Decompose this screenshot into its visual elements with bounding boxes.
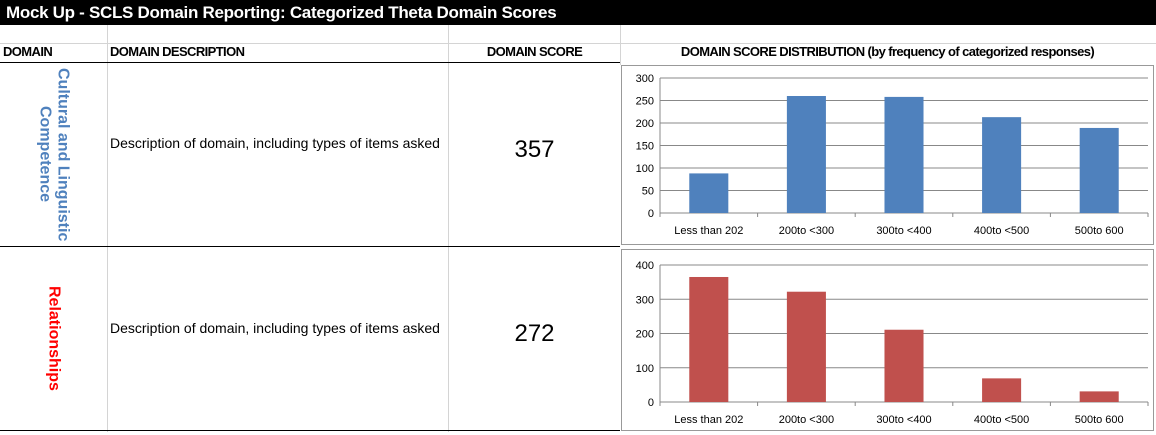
distribution-chart-relationships: 0 100 200 300 400 Less than 202 200to <300 300t… — [621, 249, 1154, 431]
bar — [884, 329, 924, 402]
x-tick-label: 300to <400 — [876, 414, 931, 426]
page-title: Mock Up - SCLS Domain Reporting: Categor… — [0, 0, 1156, 25]
bar — [786, 291, 826, 402]
y-tick-label: 150 — [636, 141, 654, 153]
y-tick-label: 100 — [636, 163, 654, 175]
grid-line — [448, 25, 449, 432]
x-tick-label: Less than 202 — [674, 225, 743, 237]
bar — [982, 378, 1022, 402]
x-tick-label: 400to <500 — [974, 414, 1029, 426]
x-tick-label: 500to 600 — [1075, 225, 1124, 237]
x-tick-label: 200to <300 — [779, 225, 834, 237]
bar — [1079, 391, 1119, 402]
y-tick-label: 250 — [636, 96, 654, 108]
domain-score: 357 — [514, 136, 555, 163]
bar — [689, 276, 729, 402]
x-tick-label: 300to <400 — [876, 225, 931, 237]
bar — [982, 117, 1022, 213]
x-tick-label: Less than 202 — [674, 414, 743, 426]
bar — [1079, 127, 1119, 213]
y-tick-label: 0 — [648, 208, 654, 220]
row-divider — [0, 246, 620, 247]
y-tick-label: 200 — [636, 329, 654, 341]
y-tick-label: 300 — [636, 73, 654, 85]
bar — [884, 96, 924, 213]
domain-description: Description of domain, including types o… — [110, 135, 440, 151]
domain-label-cultural: Cultural and Linguistic Competence — [36, 67, 72, 242]
grid-line — [620, 25, 621, 65]
domain-score: 272 — [514, 320, 555, 347]
grid-line — [107, 25, 108, 432]
domain-label-relationships: Relationships — [45, 286, 63, 391]
y-tick-label: 50 — [642, 186, 654, 198]
y-tick-label: 400 — [636, 260, 654, 272]
x-tick-label: 200to <300 — [779, 414, 834, 426]
row-divider — [0, 430, 620, 431]
header-domain: DOMAIN — [3, 44, 53, 59]
domain-description: Description of domain, including types o… — [110, 320, 440, 336]
y-tick-label: 200 — [636, 118, 654, 130]
header-description: DOMAIN DESCRIPTION — [110, 44, 245, 59]
grid-line — [0, 43, 1156, 44]
y-tick-label: 300 — [636, 294, 654, 306]
header-distribution: DOMAIN SCORE DISTRIBUTION (by frequency … — [680, 44, 1095, 59]
header-score: DOMAIN SCORE — [486, 44, 583, 59]
y-tick-label: 100 — [636, 363, 654, 375]
x-tick-label: 400to <500 — [974, 225, 1029, 237]
bar — [689, 173, 729, 213]
bar — [786, 96, 826, 213]
x-tick-label: 500to 600 — [1075, 414, 1124, 426]
distribution-chart-cultural: 0 50 100 150 200 250 300 Less than 202 200to <30… — [621, 65, 1154, 245]
y-tick-label: 0 — [648, 397, 654, 409]
header-divider — [0, 62, 620, 63]
